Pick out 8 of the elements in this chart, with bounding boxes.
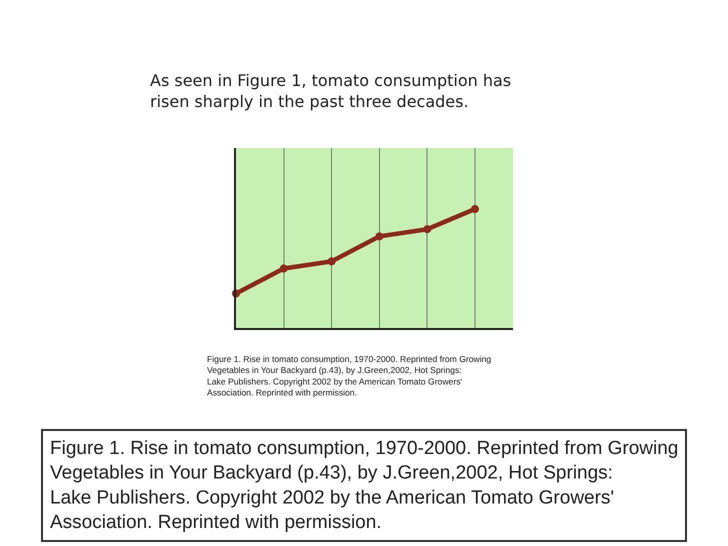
chart-title: As seen in Figure 1, tomato consumption has risen sharply in the past three decades. [150, 71, 512, 111]
point [423, 225, 432, 234]
point [375, 232, 384, 240]
caption: Figure 1. Rise in tomato consumption, 1970-2000. Reprinted from Growing Vegetables in Your Backyard (p.43), by J.Green,2002, Hot Springs: Lake Publishers. Copyright 2002 by the American Tomato Growers' Association. Reprinted with permission. [207, 354, 492, 398]
point [471, 205, 479, 213]
point [280, 264, 288, 272]
caption: Figure 1. Rise in tomato consumption, 1970-2000. Reprinted from Growing Vegetables in Your Backyard (p.43), by J.Green,2002, Hot Springs: Lake Publishers. Copyright 2002 by the American Tomato Growers' Association. Reprinted with permission. [50, 438, 678, 534]
point [328, 257, 336, 266]
